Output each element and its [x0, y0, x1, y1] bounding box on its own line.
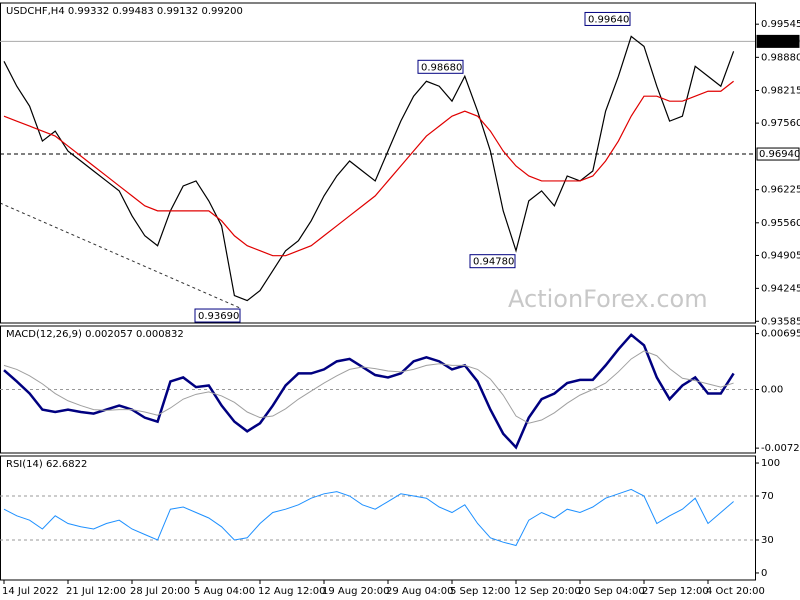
annotation-label: 0.93690	[198, 311, 239, 322]
y-tick-label: -0.007294	[761, 443, 800, 454]
series-line	[3, 80, 734, 257]
x-tick-label: 5 Sep 12:00	[450, 586, 510, 597]
y-tick-label: 100	[761, 458, 780, 469]
x-tick-label: 27 Sep 12:00	[642, 586, 709, 597]
x-tick-label: 12 Aug 12:00	[258, 586, 325, 597]
price-label: 0.99200	[759, 36, 800, 47]
y-tick-label: 0.94245	[761, 283, 800, 294]
y-tick-label: 0.006954	[761, 329, 800, 340]
y-tick-label: 0.00	[761, 385, 783, 396]
panel-title: MACD(12,26,9) 0.002057 0.000832	[6, 329, 184, 340]
panel-title: USDCHF,H4 0.99332 0.99483 0.99132 0.9920…	[6, 6, 243, 17]
x-tick-label: 28 Jul 20:00	[130, 586, 190, 597]
annotation-box	[194, 308, 241, 323]
x-tick-label: 12 Sep 20:00	[514, 586, 581, 597]
x-tick-label: 19 Aug 20:00	[322, 586, 389, 597]
x-tick-label: 21 Jul 12:00	[66, 586, 126, 597]
price-label: 0.96940	[759, 149, 800, 160]
annotation-label: 0.99640	[588, 14, 629, 25]
y-tick-label: 30	[761, 535, 774, 546]
annotation-label: 0.94780	[473, 257, 514, 268]
panel-frame	[0, 455, 756, 581]
x-tick-label: 29 Aug 04:00	[386, 586, 453, 597]
annotation-label: 0.98680	[421, 62, 462, 73]
trend-line	[0, 202, 241, 309]
y-tick-label: 0.99545	[761, 19, 800, 30]
series-line	[3, 488, 734, 547]
x-tick-label: 14 Jul 2022	[2, 586, 59, 597]
y-tick-label: 0.97560	[761, 118, 800, 129]
annotation-box	[584, 11, 631, 26]
panel-title: RSI(14) 62.6822	[6, 459, 87, 470]
series-line	[3, 35, 735, 302]
y-tick-label: 0	[761, 568, 767, 579]
x-tick-label: 4 Oct 20:00	[706, 586, 765, 597]
y-tick-label: 0.94905	[761, 250, 800, 261]
annotation-box	[469, 254, 516, 269]
x-tick-label: 5 Aug 04:00	[194, 586, 255, 597]
y-tick-label: 0.96225	[761, 185, 800, 196]
watermark: ActionForex.com	[508, 285, 708, 313]
y-tick-label: 70	[761, 491, 774, 502]
y-tick-label: 0.98880	[761, 52, 800, 63]
price-label-box	[756, 34, 800, 48]
x-tick-label: 20 Sep 04:00	[578, 586, 645, 597]
y-tick-label: 0.95560	[761, 218, 800, 229]
y-tick-label: 0.98215	[761, 85, 800, 96]
y-tick-label: 0.93585	[761, 316, 800, 327]
series-line	[3, 333, 735, 450]
series-line	[3, 350, 734, 424]
price-label-box	[756, 147, 800, 161]
panel-frame	[0, 2, 756, 324]
annotation-box	[417, 59, 464, 74]
